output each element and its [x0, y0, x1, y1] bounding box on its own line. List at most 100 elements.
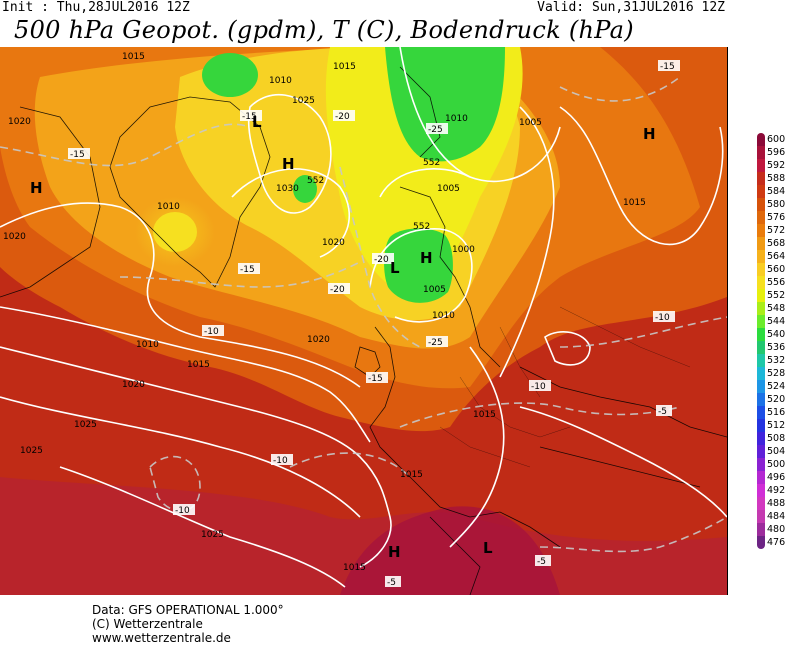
legend-swatch — [757, 211, 765, 224]
low-center-label: L — [483, 539, 493, 557]
temp-label: -10 — [273, 456, 288, 466]
low-center-label: L — [390, 259, 400, 277]
temp-label: -5 — [537, 557, 546, 567]
legend-swatch — [757, 341, 765, 354]
valid-time: Valid: Sun,31JUL2016 12Z — [537, 0, 725, 15]
temp-label: -10 — [655, 313, 670, 323]
legend-value: 532 — [767, 355, 786, 366]
legend-value: 524 — [767, 381, 786, 392]
legend-value: 572 — [767, 225, 786, 236]
legend-swatch — [757, 315, 765, 328]
isotherms — [0, 76, 727, 553]
temp-label: -5 — [658, 407, 667, 417]
legend-entry: 476 — [752, 536, 786, 549]
pressure-label: 1015 — [400, 470, 423, 480]
legend-entry: 572 — [752, 224, 786, 237]
pressure-label: 1025 — [74, 420, 97, 430]
legend-swatch — [757, 250, 765, 263]
legend-value: 576 — [767, 212, 786, 223]
legend-entry: 584 — [752, 185, 786, 198]
legend-entry: 540 — [752, 328, 786, 341]
legend-value: 492 — [767, 485, 786, 496]
pressure-labels: 1015 1020 1025 1010 1030 1020 1015 1010 … — [3, 52, 646, 573]
legend-value: 536 — [767, 342, 786, 353]
legend-value: 548 — [767, 303, 786, 314]
field-yellow-glow — [135, 197, 215, 267]
pressure-label: 1025 — [201, 530, 224, 540]
legend-entry: 512 — [752, 419, 786, 432]
contour-label-552-c: 552 — [413, 222, 430, 232]
pressure-label: 1010 — [157, 202, 180, 212]
legend-value: 476 — [767, 537, 786, 548]
pressure-label: 1005 — [423, 285, 446, 295]
legend-entry: 552 — [752, 289, 786, 302]
legend-entry: 496 — [752, 471, 786, 484]
data-source: Data: GFS OPERATIONAL 1.000° — [92, 603, 284, 617]
color-legend: 600 596 592 588 584 580 576 572 568 564 560 556 552 5… — [752, 133, 786, 549]
temp-label: -25 — [428, 338, 443, 348]
legend-entry: 568 — [752, 237, 786, 250]
legend-entry: 560 — [752, 263, 786, 276]
legend-swatch — [757, 159, 765, 172]
legend-entry: 524 — [752, 380, 786, 393]
contour-label-552-b: 552 — [307, 176, 324, 186]
legend-value: 540 — [767, 329, 786, 340]
legend-entry: 508 — [752, 432, 786, 445]
isobars — [0, 47, 727, 588]
legend-entry: 516 — [752, 406, 786, 419]
legend-entry: 548 — [752, 302, 786, 315]
pressure-label: 1015 — [623, 198, 646, 208]
high-center-label: H — [643, 125, 656, 143]
pressure-label: 1015 — [122, 52, 145, 62]
temp-label: -15 — [660, 62, 675, 72]
legend-value: 544 — [767, 316, 786, 327]
legend-value: 588 — [767, 173, 786, 184]
coastlines — [0, 66, 727, 595]
legend-entry: 580 — [752, 198, 786, 211]
legend-entry: 500 — [752, 458, 786, 471]
init-time: Init : Thu,28JUL2016 12Z — [2, 0, 190, 15]
temp-label: -5 — [387, 578, 396, 588]
temp-label: -20 — [335, 112, 350, 122]
pressure-label: 1020 — [122, 380, 145, 390]
legend-value: 568 — [767, 238, 786, 249]
pressure-label: 1010 — [445, 114, 468, 124]
legend-swatch — [757, 328, 765, 341]
chart-title: 500 hPa Geopot. (gpdm), T (C), Bodendruc… — [14, 16, 634, 44]
legend-entry: 556 — [752, 276, 786, 289]
legend-swatch — [757, 237, 765, 250]
pressure-label: 1015 — [343, 563, 366, 573]
legend-swatch — [757, 536, 765, 549]
legend-swatch — [757, 484, 765, 497]
website: www.wetterzentrale.de — [92, 631, 231, 645]
legend-swatch — [757, 445, 765, 458]
pressure-label: 1020 — [8, 117, 31, 127]
low-green-greenland — [202, 53, 258, 97]
legend-value: 500 — [767, 459, 786, 470]
pressure-label: 1015 — [187, 360, 210, 370]
legend-value: 512 — [767, 420, 786, 431]
legend-entry: 600 — [752, 133, 786, 146]
legend-swatch — [757, 471, 765, 484]
temperature-labels: -15 -15 -20 -25 -20 -15 -10 -20 -15 -25 … — [68, 60, 680, 588]
legend-swatch — [757, 458, 765, 471]
legend-value: 580 — [767, 199, 786, 210]
legend-value: 496 — [767, 472, 786, 483]
legend-swatch — [757, 354, 765, 367]
legend-value: 592 — [767, 160, 786, 171]
pressure-label: 1010 — [432, 311, 455, 321]
legend-swatch — [757, 510, 765, 523]
legend-entry: 536 — [752, 341, 786, 354]
legend-value: 488 — [767, 498, 786, 509]
pressure-label: 1000 — [452, 245, 475, 255]
legend-swatch — [757, 367, 765, 380]
legend-value: 520 — [767, 394, 786, 405]
high-center-label: H — [282, 155, 295, 173]
legend-swatch — [757, 133, 765, 146]
pressure-label: 1020 — [3, 232, 26, 242]
legend-entry: 504 — [752, 445, 786, 458]
field-darkest — [340, 506, 560, 595]
pressure-label: 1010 — [269, 76, 292, 86]
pressure-label: 1010 — [136, 340, 159, 350]
legend-entry: 564 — [752, 250, 786, 263]
